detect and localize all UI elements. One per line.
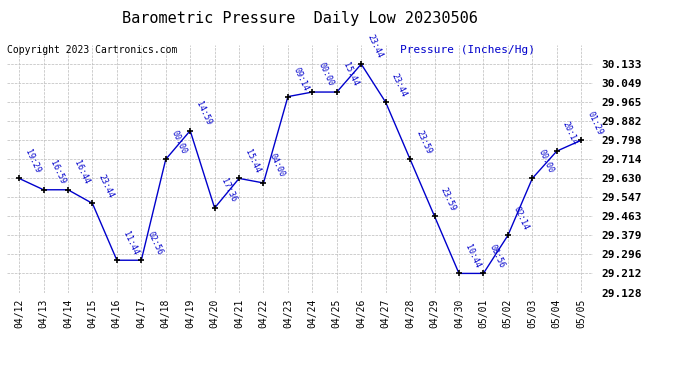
Text: 00:00: 00:00 [536,148,555,174]
Text: 10:44: 10:44 [463,243,482,269]
Text: 00:00: 00:00 [317,62,335,88]
Text: 15:44: 15:44 [243,148,262,174]
Text: 01:29: 01:29 [585,110,604,136]
Text: 11:44: 11:44 [121,230,140,256]
Text: 20:14: 20:14 [561,120,580,147]
Text: Copyright 2023 Cartronics.com: Copyright 2023 Cartronics.com [7,45,177,55]
Text: 04:00: 04:00 [268,152,286,179]
Text: 00:00: 00:00 [170,129,188,155]
Text: 16:59: 16:59 [48,159,66,186]
Text: Barometric Pressure  Daily Low 20230506: Barometric Pressure Daily Low 20230506 [122,11,478,26]
Text: 19:29: 19:29 [23,148,42,174]
Text: 17:36: 17:36 [219,177,237,204]
Text: 23:44: 23:44 [390,72,408,98]
Text: 23:44: 23:44 [366,33,384,60]
Text: 08:56: 08:56 [488,243,506,269]
Text: 02:14: 02:14 [512,205,531,231]
Text: 09:14: 09:14 [292,66,310,92]
Text: 15:44: 15:44 [341,62,359,88]
Text: 23:59: 23:59 [414,129,433,155]
Text: Pressure (Inches/Hg): Pressure (Inches/Hg) [400,45,535,55]
Text: 16:44: 16:44 [72,159,91,186]
Text: 23:59: 23:59 [439,186,457,212]
Text: 14:59: 14:59 [195,100,213,126]
Text: 02:56: 02:56 [146,230,164,256]
Text: 23:44: 23:44 [97,173,115,199]
